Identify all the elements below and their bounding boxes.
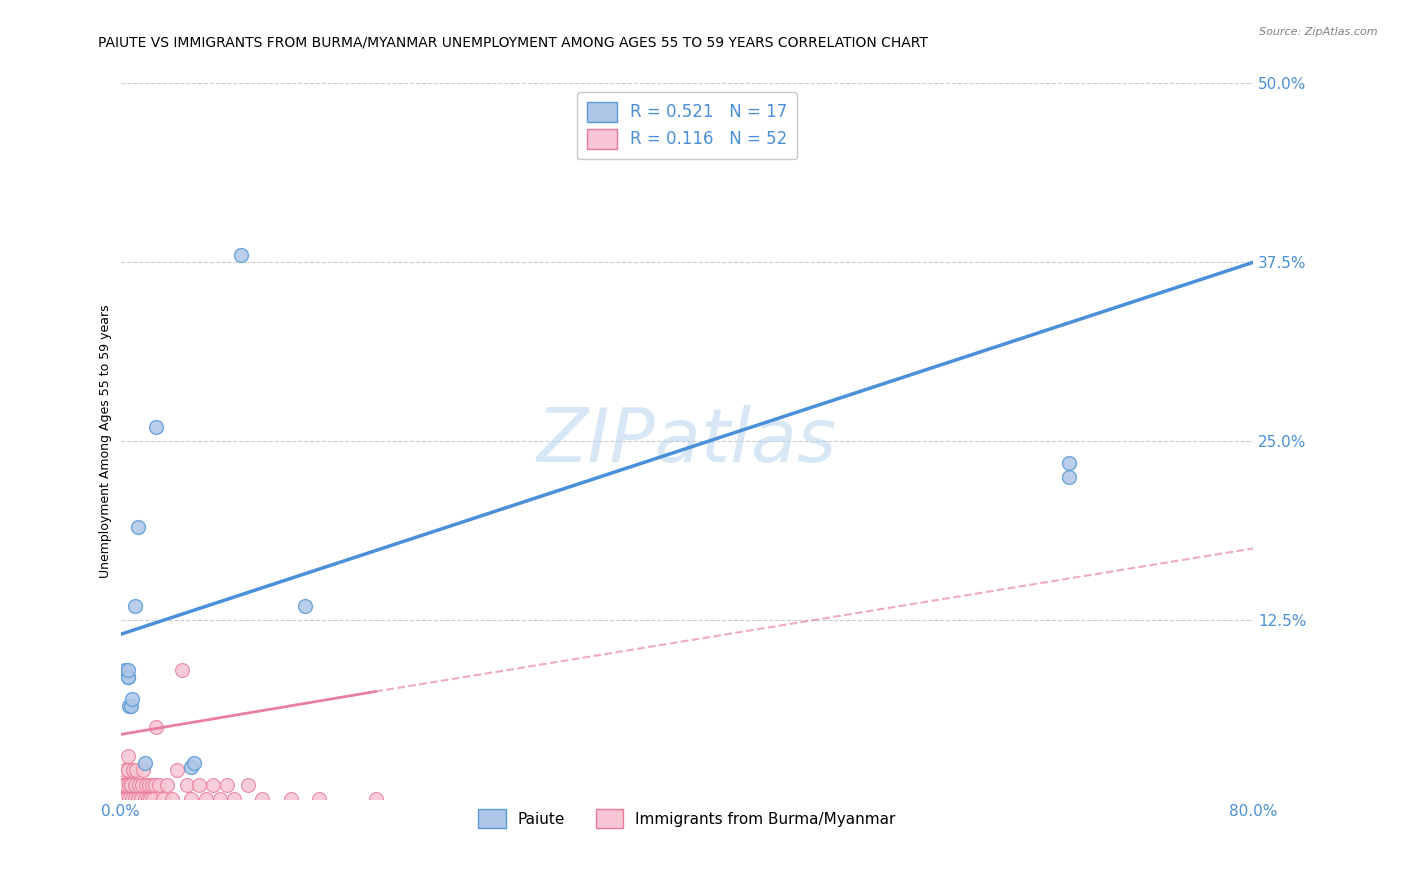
Point <box>201 778 224 792</box>
Point <box>294 599 316 613</box>
Text: Source: ZipAtlas.com: Source: ZipAtlas.com <box>1260 27 1378 37</box>
Point <box>236 778 259 792</box>
Point <box>117 748 139 763</box>
Point <box>135 778 157 792</box>
Point <box>127 792 149 806</box>
Point <box>112 778 135 792</box>
Point <box>180 760 202 774</box>
Point <box>215 778 238 792</box>
Point <box>129 792 152 806</box>
Point <box>194 792 217 806</box>
Point <box>118 778 141 792</box>
Point <box>118 792 141 806</box>
Point <box>134 792 156 806</box>
Legend: Paiute, Immigrants from Burma/Myanmar: Paiute, Immigrants from Burma/Myanmar <box>472 804 903 834</box>
Point <box>117 663 139 677</box>
Point <box>136 792 159 806</box>
Point <box>139 792 162 806</box>
Point <box>131 778 153 792</box>
Point <box>142 792 165 806</box>
Point <box>252 792 274 806</box>
Point <box>280 792 302 806</box>
Point <box>117 763 139 777</box>
Point <box>222 792 245 806</box>
Point <box>148 778 170 792</box>
Point <box>124 778 146 792</box>
Point <box>187 778 209 792</box>
Point <box>1057 456 1080 470</box>
Point <box>132 763 155 777</box>
Text: PAIUTE VS IMMIGRANTS FROM BURMA/MYANMAR UNEMPLOYMENT AMONG AGES 55 TO 59 YEARS C: PAIUTE VS IMMIGRANTS FROM BURMA/MYANMAR … <box>98 36 928 50</box>
Point <box>118 698 141 713</box>
Point <box>125 763 148 777</box>
Point <box>117 670 139 684</box>
Point <box>115 778 138 792</box>
Point <box>160 792 183 806</box>
Point <box>180 792 202 806</box>
Point <box>110 792 132 806</box>
Point <box>183 756 205 770</box>
Point <box>152 792 174 806</box>
Point <box>134 756 156 770</box>
Point <box>143 778 166 792</box>
Point <box>138 778 160 792</box>
Point <box>114 663 136 677</box>
Point <box>121 691 143 706</box>
Point <box>141 778 163 792</box>
Point <box>122 763 145 777</box>
Point <box>1057 470 1080 484</box>
Point <box>112 792 135 806</box>
Point <box>120 698 142 713</box>
Point <box>114 763 136 777</box>
Point <box>308 792 330 806</box>
Point <box>145 420 167 434</box>
Point <box>121 792 143 806</box>
Point <box>229 248 252 262</box>
Point <box>208 792 231 806</box>
Point <box>156 778 179 792</box>
Point <box>124 792 146 806</box>
Point <box>111 792 134 806</box>
Point <box>166 763 188 777</box>
Point <box>145 720 167 734</box>
Point <box>120 778 142 792</box>
Point <box>117 670 139 684</box>
Point <box>111 778 134 792</box>
Point <box>170 663 193 677</box>
Y-axis label: Unemployment Among Ages 55 to 59 years: Unemployment Among Ages 55 to 59 years <box>100 304 112 578</box>
Point <box>127 520 149 534</box>
Point <box>364 792 387 806</box>
Point <box>176 778 198 792</box>
Point <box>115 792 138 806</box>
Point <box>114 778 136 792</box>
Point <box>128 778 150 792</box>
Point <box>124 599 146 613</box>
Text: ZIPatlas: ZIPatlas <box>537 405 837 477</box>
